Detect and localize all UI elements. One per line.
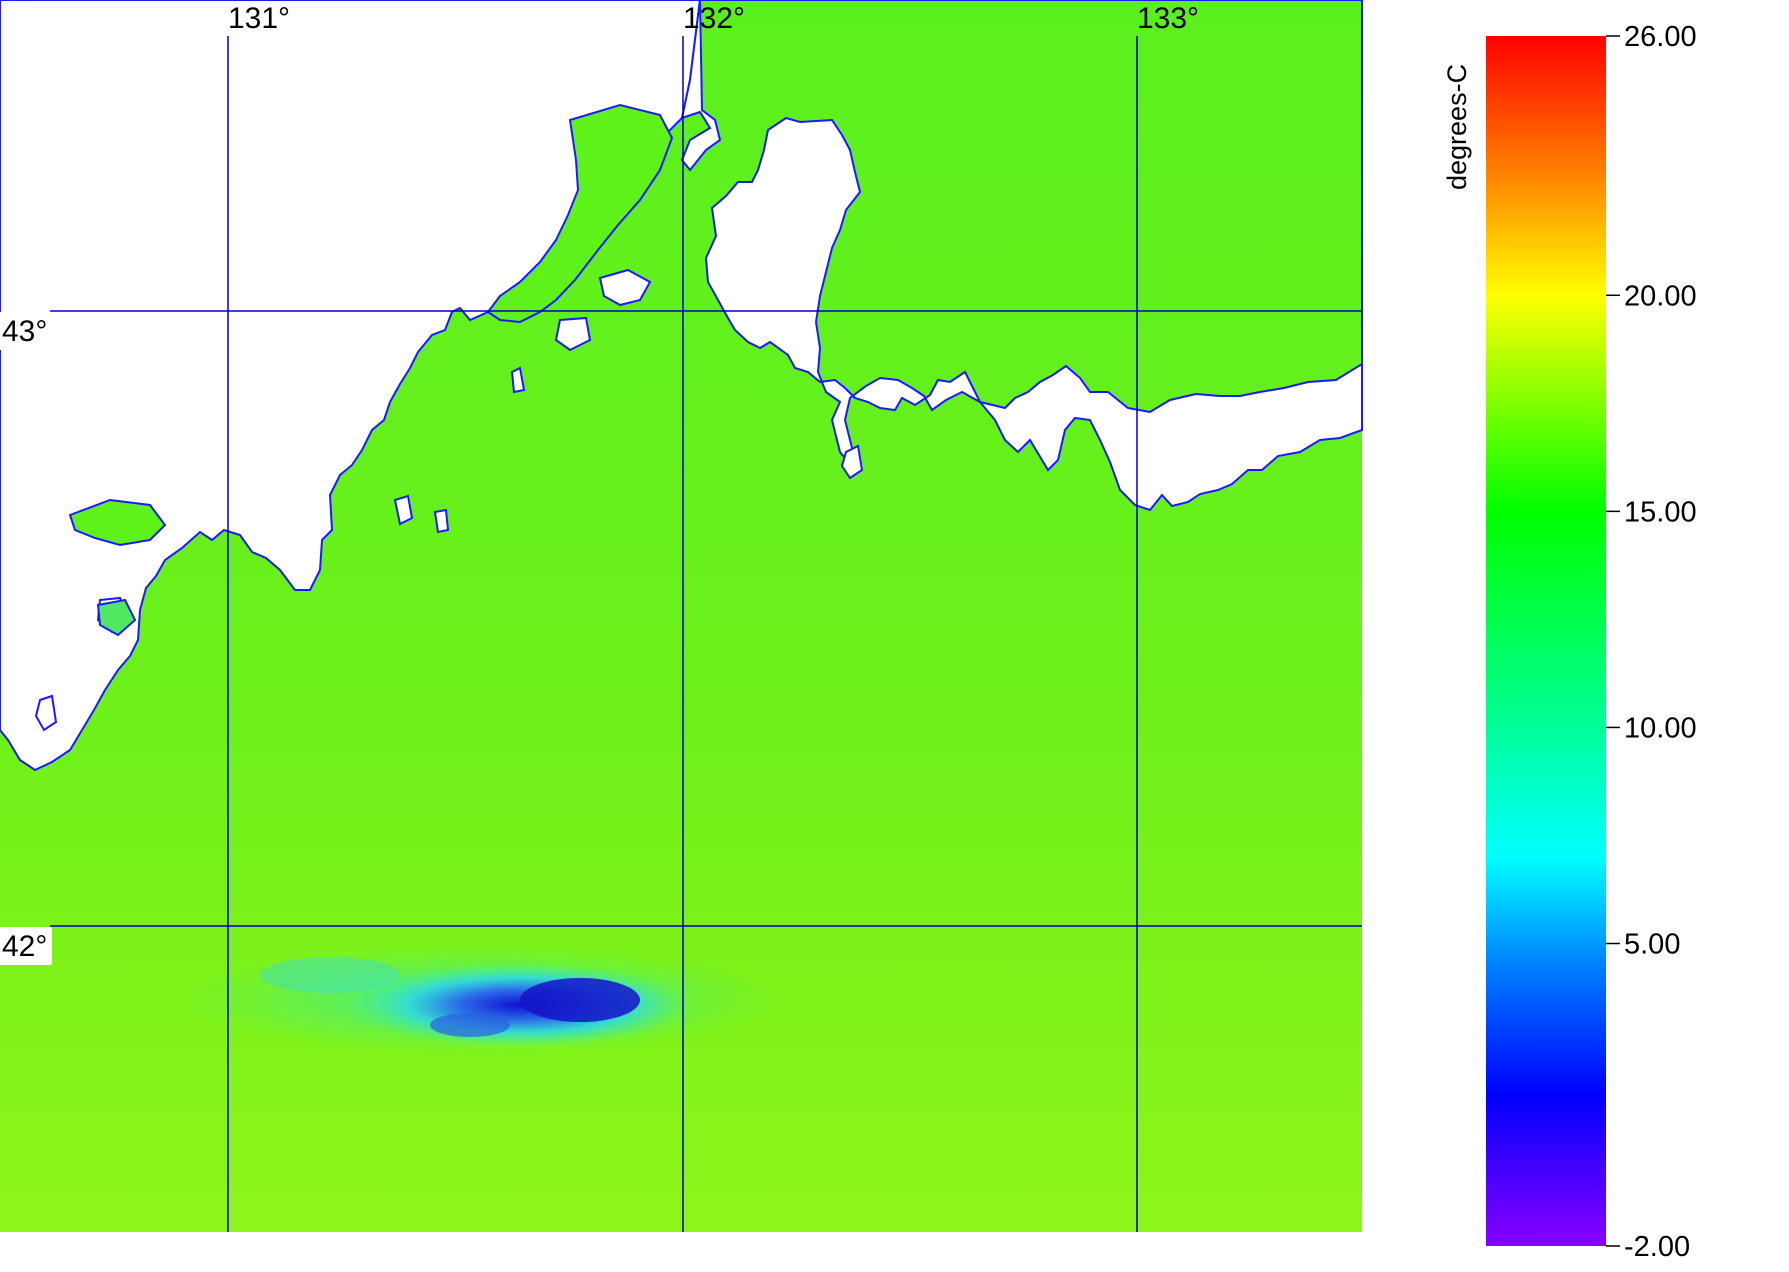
cold-anomaly — [180, 945, 780, 1055]
colorbar-tick-label: -2.00 — [1624, 1231, 1690, 1263]
lon-label-131: 131° — [228, 2, 290, 35]
islands — [34, 268, 864, 732]
colorbar-ramp — [1486, 36, 1606, 1246]
lat-label-42: 42° — [2, 930, 47, 963]
lat-label-43: 43° — [2, 315, 47, 348]
lat-label-42-bg — [0, 927, 52, 965]
colorbar-tick-label: 5.00 — [1624, 929, 1680, 961]
colorbar-unit-label: degrees-C — [1442, 64, 1472, 190]
colorbar-ticks: 26.00 20.00 15.00 10.00 5.00 -2.00 — [1606, 21, 1697, 1263]
lon-label-132: 132° — [683, 2, 745, 35]
lon-label-133: 133° — [1137, 2, 1199, 35]
colorbar-tick-label: 10.00 — [1624, 712, 1697, 744]
colorbar-tick-label: 15.00 — [1624, 496, 1697, 528]
peninsula-central — [680, 0, 722, 172]
colorbar-tick-label: 26.00 — [1624, 21, 1697, 53]
land-mass — [0, 0, 1363, 512]
graticule — [50, 36, 1362, 1232]
colorbar-tick-label: 20.00 — [1624, 280, 1697, 312]
bays — [68, 103, 674, 637]
colorbar: degrees-C 26.00 20.00 15.00 10.00 5.00 -2.00 — [1442, 21, 1697, 1263]
lat-label-43-bg — [0, 312, 52, 350]
